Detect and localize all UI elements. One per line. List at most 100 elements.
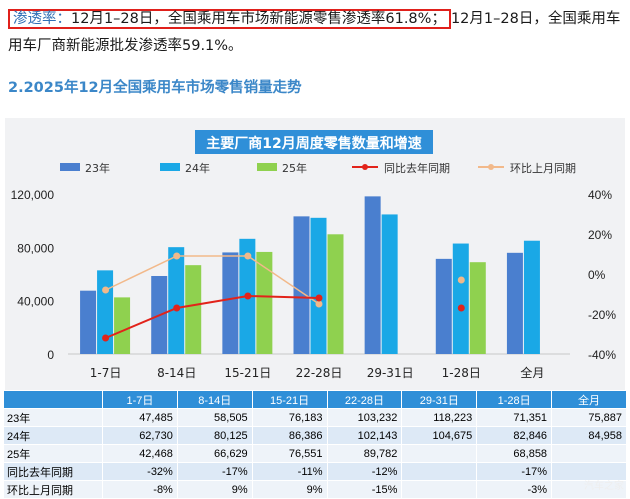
y-right-tick-label: -40% — [588, 348, 616, 362]
legend-label: 环比上月同期 — [510, 162, 576, 175]
y-left-tick-label: 0 — [47, 348, 54, 362]
mom-point — [173, 252, 181, 260]
table-header-cell: 15-21日 — [251, 390, 328, 409]
table-cell: 76,551 — [251, 444, 328, 463]
highlight-box: 渗透率：12月1–28日，全国乘用车市场新能源零售渗透率61.8%； — [8, 9, 451, 29]
bar — [523, 240, 540, 354]
y-right-tick-label: 0% — [588, 268, 606, 282]
table-cell — [401, 462, 478, 481]
legend-marker — [362, 164, 368, 170]
table-cell: 71,351 — [476, 408, 553, 427]
yoy-point — [315, 294, 323, 302]
table-cell: -17% — [176, 462, 253, 481]
table-cell: 66,629 — [176, 444, 253, 463]
table-header-cell: 全月 — [551, 390, 627, 409]
legend-swatch — [60, 163, 80, 171]
bar — [222, 252, 239, 354]
watermark: 汽车之家 — [584, 481, 624, 492]
table-cell: 118,223 — [401, 408, 478, 427]
x-tick-label: 29-31日 — [367, 366, 414, 380]
legend-swatch — [160, 163, 180, 171]
table-cell: -11% — [251, 462, 328, 481]
chart-title-box — [195, 130, 433, 154]
mom-line — [105, 255, 320, 305]
table-cell: 103,232 — [326, 408, 403, 427]
table-cell: 75,887 — [551, 408, 627, 427]
table-cell: -15% — [326, 480, 403, 499]
mom-point — [315, 300, 323, 308]
table-cell: -12% — [326, 462, 403, 481]
x-tick-label: 8-14日 — [157, 366, 196, 380]
table-cell — [551, 462, 627, 481]
table-row: 25年 42,468 66,629 76,551 89,782 68,858 — [3, 444, 627, 463]
bar — [256, 251, 273, 354]
retail-penetration-text: 12月1–28日，全国乘用车市场新能源零售渗透率61.8%； — [71, 11, 446, 27]
y-right-tick-label: -20% — [588, 308, 616, 322]
bar — [435, 258, 452, 354]
x-tick-label: 15-21日 — [224, 366, 271, 380]
yoy-point — [244, 292, 252, 300]
bar — [469, 262, 486, 354]
table-row-label: 同比去年同期 — [3, 462, 103, 481]
y-right-tick-label: 20% — [588, 228, 612, 242]
table-row: 23年 47,485 58,505 76,183 103,232 118,223 71,35… — [3, 408, 627, 427]
yoy-line — [105, 294, 320, 339]
table-cell: 82,846 — [476, 426, 553, 445]
table-cell: 80,125 — [176, 426, 253, 445]
bar — [364, 196, 381, 354]
bar — [97, 270, 114, 354]
table-header-cell: 1-7日 — [102, 390, 178, 409]
table-row-label: 环比上月同期 — [3, 480, 103, 499]
table-cell: -32% — [102, 462, 178, 481]
table-row-label: 23年 — [3, 408, 103, 427]
table-cell: 9% — [251, 480, 328, 499]
section-title: 2.2025年12月全国乘用车市场零售销量走势 — [8, 80, 302, 96]
table-header-cell: 29-31日 — [401, 390, 478, 409]
table-corner — [3, 390, 103, 409]
bar — [168, 247, 185, 354]
x-tick-label: 全月 — [520, 365, 544, 380]
table-row-label: 25年 — [3, 444, 103, 463]
table-header-cell: 8-14日 — [176, 390, 253, 409]
bar — [80, 290, 97, 354]
table-cell: 62,730 — [102, 426, 178, 445]
table-cell: 102,143 — [326, 426, 403, 445]
table-cell: 84,958 — [551, 426, 627, 445]
table-cell: 76,183 — [251, 408, 328, 427]
wholesale-penetration-text: 12月1–28日，全国乘用车用车厂商新能源批发渗透率59.1%。 — [8, 11, 621, 54]
bar — [114, 297, 131, 354]
chart-title: 主要厂商12月周度零售数量和增速 — [206, 135, 421, 152]
x-tick-label: 1-28日 — [442, 366, 481, 380]
y-left-tick-label: 80,000 — [17, 241, 54, 255]
table-row: 24年 62,730 80,125 86,386 102,143 104,675 82,84… — [3, 426, 627, 445]
yoy-point — [102, 334, 110, 342]
y-left-tick-label: 120,000 — [11, 188, 55, 202]
mom-point — [102, 286, 110, 294]
table-header-row: 1-7日 8-14日 15-21日 22-28日 29-31日 1-28日 全月 — [3, 390, 627, 409]
table-row-label: 24年 — [3, 426, 103, 445]
table-cell: 89,782 — [326, 444, 403, 463]
y-right-tick-label: 40% — [588, 188, 612, 202]
table-header-cell: 1-28日 — [476, 390, 553, 409]
bar — [327, 234, 344, 354]
table-cell — [401, 444, 478, 463]
bar — [293, 216, 310, 354]
yoy-point — [457, 304, 465, 312]
table-cell: 9% — [176, 480, 253, 499]
table-cell: -3% — [476, 480, 553, 499]
x-tick-label: 1-7日 — [90, 366, 122, 380]
table-cell — [401, 480, 478, 499]
data-table: 1-7日 8-14日 15-21日 22-28日 29-31日 1-28日 全月… — [3, 390, 627, 499]
table-cell — [551, 444, 627, 463]
x-tick-label: 22-28日 — [296, 366, 343, 380]
bar — [185, 265, 202, 354]
mom-point — [457, 276, 465, 284]
table-cell: -8% — [102, 480, 178, 499]
intro-paragraph: 渗透率：12月1–28日，全国乘用车市场新能源零售渗透率61.8%； 12月1–2… — [8, 6, 626, 60]
table-cell: 47,485 — [102, 408, 178, 427]
legend-label: 同比去年同期 — [384, 161, 450, 175]
table-cell: 68,858 — [476, 444, 553, 463]
bar — [381, 214, 398, 354]
table-header-cell: 22-28日 — [326, 390, 403, 409]
table-cell — [551, 480, 627, 499]
